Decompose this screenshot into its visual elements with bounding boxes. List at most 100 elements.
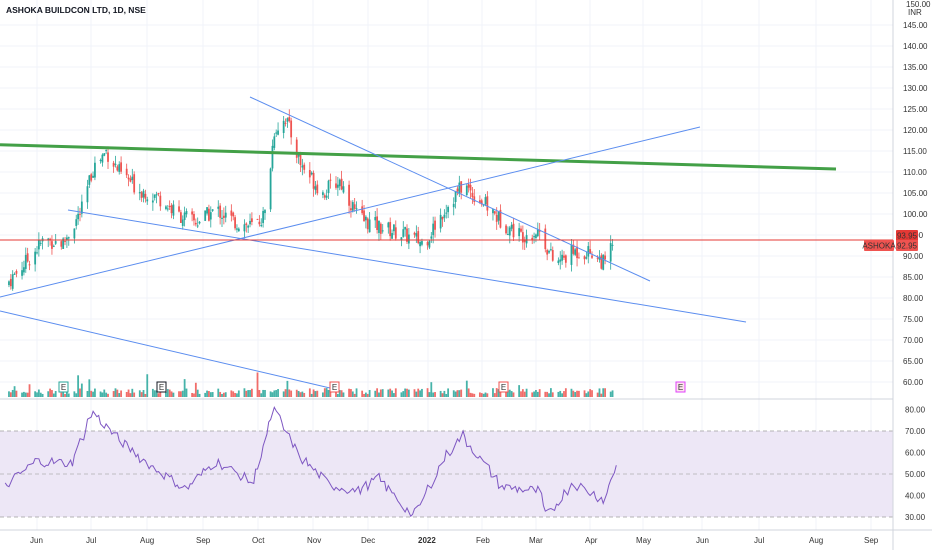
time-axis[interactable]: Jun Jul Aug Sep Oct Nov Dec 2022 Feb Mar… <box>30 536 879 545</box>
earnings-marker[interactable]: E <box>329 381 340 393</box>
candle-body <box>206 207 208 214</box>
ascending-trendline[interactable] <box>0 126 701 298</box>
volume-bar <box>28 384 31 397</box>
rsi-tick-label: 80.00 <box>905 406 926 415</box>
volume-bar <box>443 390 446 397</box>
candle-body <box>439 214 442 229</box>
candle-body <box>316 184 319 194</box>
candle-body <box>493 211 496 214</box>
candle-body <box>473 196 476 202</box>
time-label: Sep <box>196 536 211 545</box>
svg-text:E: E <box>332 383 337 392</box>
candle-body <box>366 218 369 230</box>
price-tick-label: 70.00 <box>903 336 924 345</box>
volume-bar <box>353 393 356 397</box>
candle-body <box>557 260 560 264</box>
candle-body <box>336 184 339 188</box>
candle-body <box>73 228 76 239</box>
candle-body <box>518 228 521 237</box>
volume-bar <box>495 388 498 397</box>
earnings-marker[interactable]: E <box>156 381 167 393</box>
candle-body <box>308 169 311 178</box>
candle-body <box>258 221 261 225</box>
candle-body <box>471 192 474 198</box>
trendlines[interactable] <box>0 96 837 389</box>
earnings-marker-future[interactable]: E <box>675 381 686 393</box>
candle-body <box>234 217 236 229</box>
volume-bar <box>204 392 207 397</box>
candle-body <box>183 212 186 220</box>
volume-bar <box>41 393 44 397</box>
price-axis[interactable]: 150.00 INR 145.00 140.00 135.00 130.00 125.0… <box>903 0 931 522</box>
volume-bar <box>523 391 526 397</box>
volume-bar <box>142 390 145 397</box>
volume-bar <box>452 390 455 397</box>
candle-body <box>236 228 238 230</box>
earnings-markers[interactable]: E E E E E <box>58 381 686 393</box>
volume-bar <box>127 389 130 397</box>
volume-bar <box>544 391 547 397</box>
volume-bar <box>576 390 578 397</box>
volume-bar <box>94 388 96 397</box>
candle-body <box>544 228 547 250</box>
volume-bar <box>140 392 143 397</box>
candle-body <box>549 249 552 251</box>
volume-bar <box>13 386 16 397</box>
volume-bar <box>585 393 588 397</box>
descending-trendline[interactable] <box>249 96 651 282</box>
candle-body <box>127 177 130 180</box>
bottom-trendline[interactable] <box>0 310 331 389</box>
volume-bar <box>209 392 212 397</box>
candle-body <box>273 136 276 148</box>
volume-bar <box>286 380 289 397</box>
volume-bar <box>198 393 201 397</box>
candle-body <box>574 249 577 255</box>
volume-bar <box>36 392 38 397</box>
candle-body <box>230 210 233 216</box>
candle-body <box>125 168 128 176</box>
candle-body <box>325 195 328 198</box>
candle-body <box>447 206 450 213</box>
volume-bar <box>262 389 265 397</box>
volume-bar <box>75 393 78 397</box>
candle-body <box>378 220 380 233</box>
green-resistance-trendline[interactable] <box>0 143 837 171</box>
earnings-marker[interactable]: E <box>498 381 509 393</box>
price-tick-label: 120.00 <box>903 126 928 135</box>
volume-bar <box>65 389 68 397</box>
price-tick-label: 85.00 <box>903 273 924 282</box>
candle-body <box>432 223 435 236</box>
price-tick-label: 75.00 <box>903 315 924 324</box>
volume-bar <box>208 391 210 397</box>
volume-bar <box>604 388 606 397</box>
candle-body <box>368 219 371 233</box>
earnings-marker[interactable]: E <box>58 381 69 393</box>
candle-body <box>536 229 539 237</box>
volume-bar <box>351 391 354 397</box>
candle-body <box>505 225 507 234</box>
volume-bar <box>112 391 115 397</box>
candle-body <box>469 184 472 191</box>
volume-bar <box>404 388 407 397</box>
candle-body <box>419 242 421 247</box>
volume-bar <box>39 392 42 397</box>
candle-body <box>204 210 207 221</box>
candle-body <box>37 240 40 250</box>
candle-body <box>288 117 291 122</box>
volume-bar <box>531 392 534 397</box>
candle-body <box>24 254 27 269</box>
svg-text:E: E <box>501 383 506 392</box>
volume-bar <box>364 392 367 397</box>
candle-body <box>348 184 350 206</box>
candle-body <box>221 217 223 219</box>
candle-body <box>454 191 457 203</box>
volume-bar <box>217 388 220 397</box>
volume-bar <box>336 393 339 397</box>
candle-body <box>535 234 537 239</box>
volume-bar <box>269 391 272 397</box>
candle-body <box>142 190 145 198</box>
candle-body <box>47 238 50 240</box>
candle-body <box>602 254 605 270</box>
lower-channel-trendline[interactable] <box>67 209 747 323</box>
candle-body <box>310 172 313 175</box>
